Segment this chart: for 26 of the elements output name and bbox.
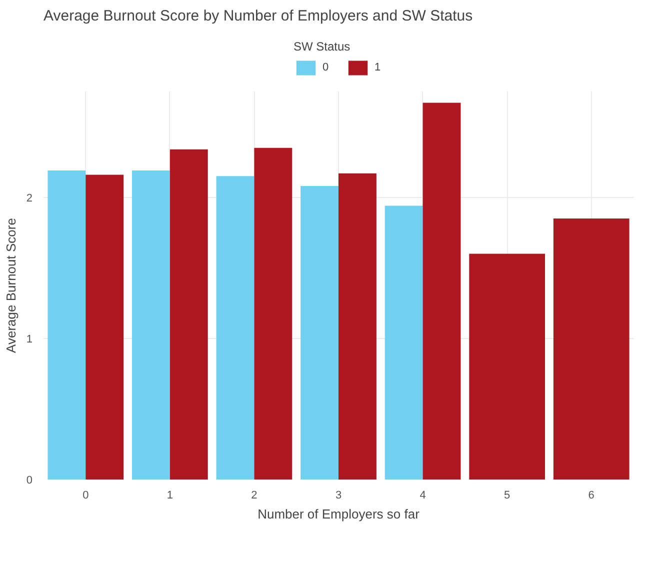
legend-title: SW Status — [294, 39, 352, 53]
y-tick-label: 1 — [26, 333, 33, 346]
y-tick-label: 2 — [26, 192, 33, 204]
x-tick-label: 5 — [504, 490, 510, 502]
bar — [300, 186, 338, 480]
bar — [170, 149, 208, 480]
bar — [338, 173, 376, 480]
y-tick-label: 0 — [26, 474, 33, 486]
bar — [254, 148, 292, 480]
x-axis-title: Number of Employers so far — [258, 506, 420, 522]
x-tick-label: 3 — [335, 490, 342, 502]
x-tick-label: 1 — [166, 490, 173, 502]
bar — [422, 102, 461, 480]
legend-label: 1 — [374, 61, 382, 73]
x-tick-label: 2 — [251, 490, 258, 502]
bar — [384, 206, 423, 480]
bar — [132, 170, 170, 480]
y-axis-title: Average Burnout Score — [3, 218, 18, 353]
bar — [86, 174, 124, 480]
bar — [216, 176, 254, 480]
bar — [48, 170, 86, 480]
x-tick-label: 4 — [420, 490, 426, 502]
x-tick-label: 6 — [588, 490, 594, 502]
chart-title: Average Burnout Score by Number of Employers and SW Status — [44, 8, 473, 24]
x-tick-label: 0 — [82, 490, 89, 502]
legend-label: 0 — [322, 61, 330, 73]
